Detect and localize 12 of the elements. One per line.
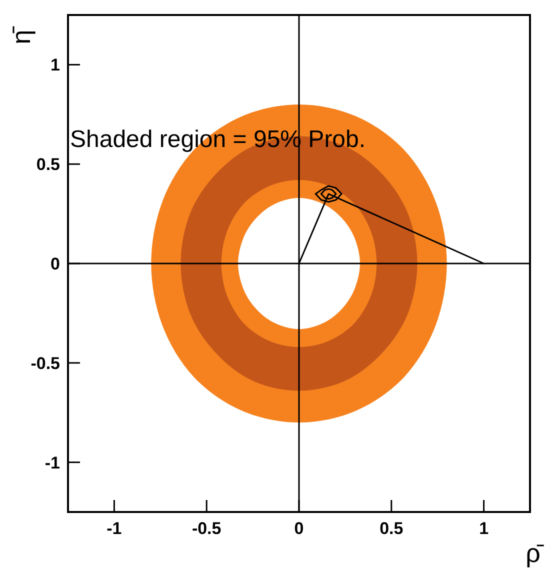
y-tick-label: -0.5 (30, 354, 60, 373)
x-tick-label: 0.5 (380, 519, 404, 538)
y-tick-label: -1 (44, 453, 60, 472)
y-axis-title: η̄ (6, 26, 36, 44)
x-tick-label: 1 (479, 519, 489, 538)
y-tick-label: 1 (50, 56, 60, 75)
x-tick-label: 0 (294, 519, 304, 538)
x-tick-label: -0.5 (192, 519, 222, 538)
x-tick-label: -1 (106, 519, 122, 538)
y-tick-label: 0 (50, 254, 60, 274)
x-axis-title: ρ̄ (526, 538, 544, 568)
y-tick-label: 0.5 (36, 155, 60, 174)
